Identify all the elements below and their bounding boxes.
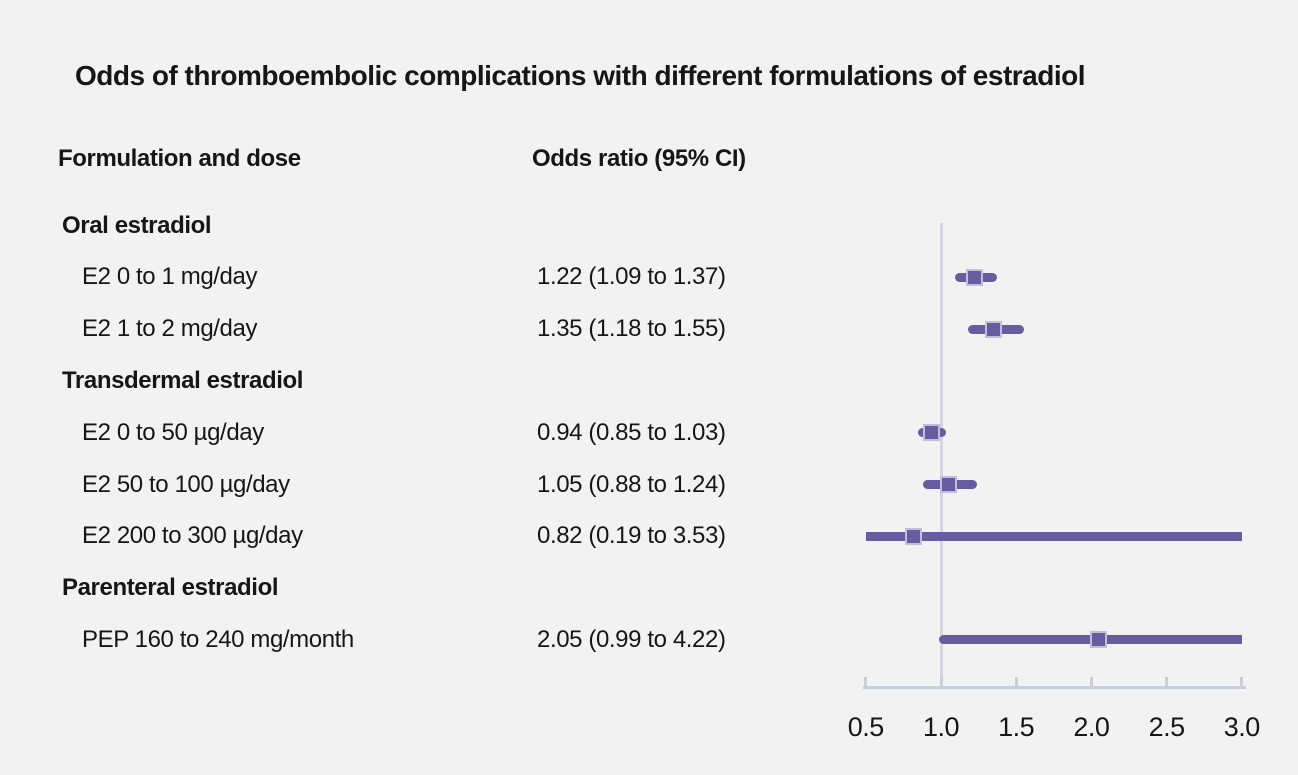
odds-ratio-value: 1.35 (1.18 to 1.55) [537, 315, 726, 343]
odds-ratio-marker [985, 320, 1003, 338]
x-axis-tick-label: 0.5 [847, 712, 885, 742]
odds-ratio-marker [1090, 631, 1108, 649]
x-axis-tick-label: 2.5 [1148, 712, 1186, 742]
odds-ratio-value: 0.94 (0.85 to 1.03) [537, 418, 726, 446]
x-axis-tick-label: 2.0 [1073, 712, 1110, 742]
confidence-interval-bar [865, 531, 1242, 541]
odds-ratio-marker [923, 424, 941, 442]
x-axis-tick [939, 677, 943, 686]
x-axis-tick [1089, 677, 1093, 686]
x-axis-tick [1165, 677, 1169, 686]
odds-ratio-value: 0.82 (0.19 to 3.53) [537, 522, 726, 550]
column-header-odds-ratio: Odds ratio (95% CI) [532, 145, 746, 172]
x-axis-tick [864, 677, 868, 686]
x-axis-tick [1014, 677, 1018, 686]
odds-ratio-value: 1.05 (0.88 to 1.24) [537, 470, 726, 498]
odds-ratio-value: 1.22 (1.09 to 1.37) [537, 263, 726, 291]
reference-line [939, 223, 943, 687]
item-label: PEP 160 to 240 mg/month [82, 625, 354, 653]
item-label: E2 0 to 50 µg/day [82, 418, 264, 446]
column-header-formulation: Formulation and dose [58, 145, 301, 172]
item-label: E2 200 to 300 µg/day [82, 522, 303, 550]
item-label: E2 1 to 2 mg/day [82, 315, 258, 343]
item-label: E2 0 to 1 mg/day [82, 263, 258, 291]
x-axis-tick-label: 1.0 [922, 712, 960, 742]
odds-ratio-marker [965, 268, 983, 286]
odds-ratio-marker [905, 527, 923, 545]
x-axis-line [862, 686, 1246, 689]
group-label: Parenteral estradiol [62, 574, 279, 602]
odds-ratio-marker [940, 476, 958, 493]
group-label: Transdermal estradiol [62, 366, 304, 394]
figure-title: Odds of thromboembolic complications wit… [75, 60, 1086, 91]
x-axis-tick [1240, 677, 1244, 686]
item-label: E2 50 to 100 µg/day [82, 470, 290, 498]
odds-ratio-value: 2.05 (0.99 to 4.22) [537, 625, 726, 653]
group-label: Oral estradiol [62, 211, 212, 239]
x-axis-tick-label: 3.0 [1223, 712, 1261, 742]
x-axis-tick-label: 1.5 [998, 712, 1035, 742]
